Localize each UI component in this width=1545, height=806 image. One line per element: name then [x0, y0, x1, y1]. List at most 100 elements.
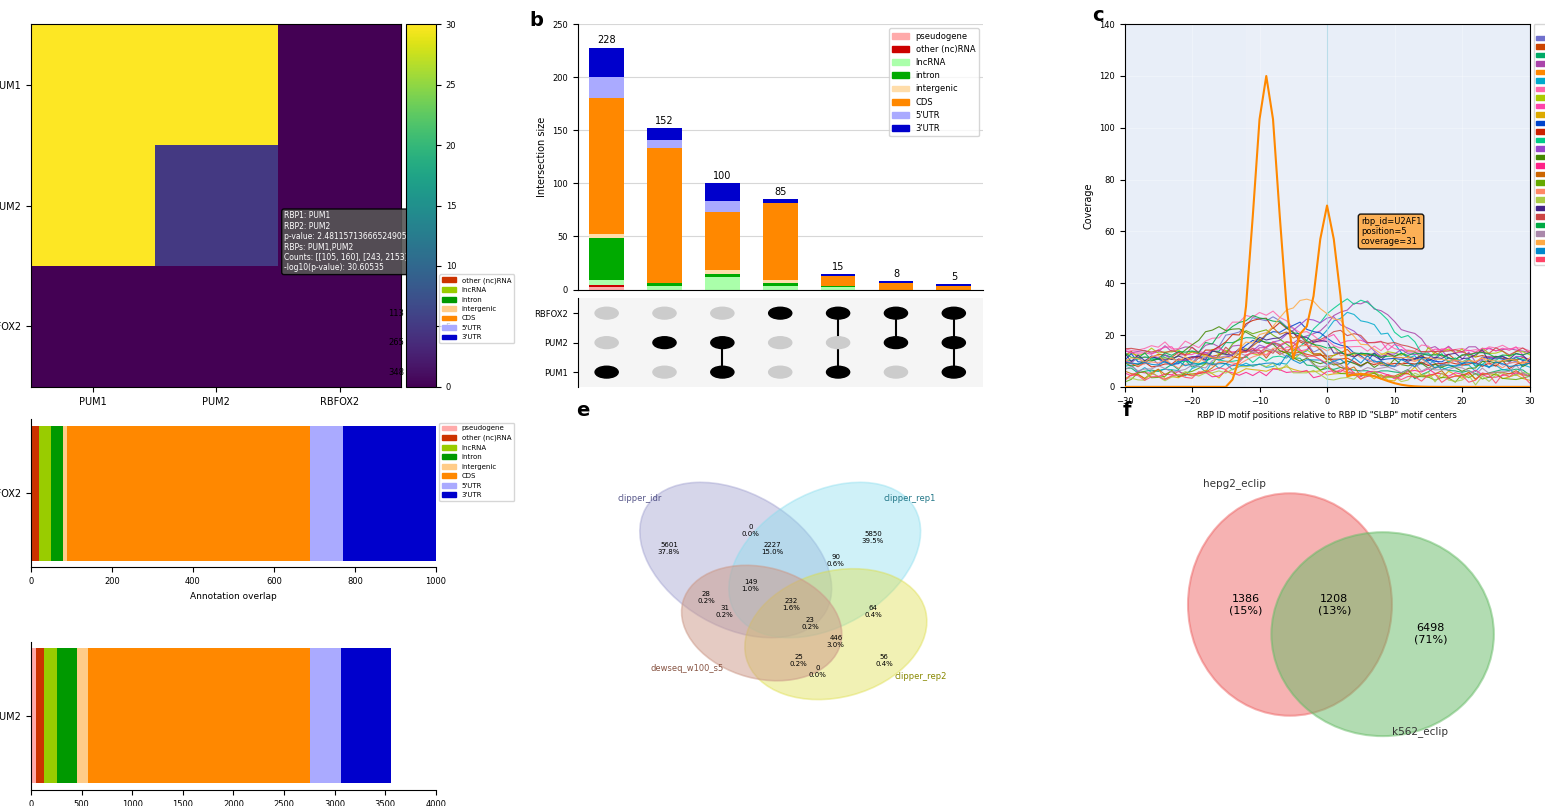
Bar [705, 184, 740, 202]
Bar [705, 274, 740, 276]
Ellipse shape [640, 482, 831, 638]
Bar [589, 235, 624, 238]
Bar [45, 648, 57, 783]
Ellipse shape [729, 482, 921, 638]
Circle shape [942, 337, 966, 348]
Bar [589, 288, 624, 289]
Bar [88, 648, 311, 783]
Bar [763, 202, 797, 280]
Bar [705, 202, 740, 212]
Circle shape [654, 337, 677, 348]
Bar [763, 280, 797, 283]
Bar [31, 648, 36, 783]
Bar [589, 238, 624, 280]
Text: 5850
39.5%: 5850 39.5% [862, 531, 884, 544]
Bar [36, 648, 45, 783]
Text: rbp_id=U2AF1
position=5
coverage=31: rbp_id=U2AF1 position=5 coverage=31 [1361, 217, 1421, 247]
Bar [311, 426, 343, 561]
Bar [343, 426, 436, 561]
Bar [77, 648, 88, 783]
Text: 1208
(13%): 1208 (13%) [1318, 594, 1352, 615]
Bar [647, 148, 681, 283]
Bar [820, 276, 856, 286]
Text: 5601
37.8%: 5601 37.8% [658, 542, 680, 555]
Legend: ACIN1, ACO1, ADAR, AGGF1, BOLL, BUD13, CPEB1, CPEB2, DDX3X, DDX24, DDX55, EIF3D,: ACIN1, ACO1, ADAR, AGGF1, BOLL, BUD13, C… [1534, 24, 1545, 264]
Text: 23
0.2%: 23 0.2% [800, 617, 819, 629]
Bar [647, 286, 681, 289]
Text: k562_eclip: k562_eclip [1392, 726, 1448, 737]
Bar [311, 648, 341, 783]
Bar [589, 285, 624, 288]
Text: 8: 8 [893, 269, 899, 279]
Bar [705, 271, 740, 274]
Text: 149
1.0%: 149 1.0% [742, 580, 760, 592]
Circle shape [942, 307, 966, 319]
Text: 1386
(15%): 1386 (15%) [1228, 594, 1262, 615]
Circle shape [711, 366, 734, 378]
Bar [936, 286, 972, 289]
Text: 5: 5 [950, 272, 956, 282]
Text: clipper_rep1: clipper_rep1 [884, 494, 936, 503]
Text: 446
3.0%: 446 3.0% [827, 635, 845, 648]
Circle shape [654, 307, 677, 319]
Bar [589, 280, 624, 285]
Bar [820, 274, 856, 276]
Circle shape [654, 366, 677, 378]
Circle shape [711, 307, 734, 319]
Bar [936, 285, 972, 286]
Ellipse shape [745, 569, 927, 700]
Legend: other (nc)RNA, lncRNA, intron, intergenic, CDS, 5'UTR, 3'UTR: other (nc)RNA, lncRNA, intron, intergeni… [439, 274, 514, 343]
Ellipse shape [681, 565, 842, 681]
Circle shape [827, 307, 850, 319]
Text: clipper_rep2: clipper_rep2 [895, 671, 947, 680]
Circle shape [827, 337, 850, 348]
Bar [763, 199, 797, 202]
Bar [763, 286, 797, 289]
Text: 265: 265 [388, 339, 405, 347]
Text: c: c [1092, 6, 1103, 25]
Text: 348: 348 [388, 368, 405, 376]
Circle shape [884, 337, 907, 348]
Bar [705, 276, 740, 289]
Circle shape [827, 366, 850, 378]
Text: 2227
15.0%: 2227 15.0% [762, 542, 783, 555]
Bar [879, 281, 913, 283]
X-axis label: Annotation overlap: Annotation overlap [190, 592, 277, 600]
Text: 100: 100 [714, 172, 731, 181]
Text: dewseq_w100_s5: dewseq_w100_s5 [650, 664, 725, 673]
Text: 113: 113 [388, 309, 405, 318]
Bar [647, 283, 681, 286]
Bar [589, 48, 624, 77]
Bar [1245, 24, 1327, 387]
Bar [51, 426, 63, 561]
Bar [820, 288, 856, 289]
Text: 0
0.0%: 0 0.0% [808, 665, 827, 678]
Text: 0
0.0%: 0 0.0% [742, 524, 760, 537]
Text: 28
0.2%: 28 0.2% [697, 591, 715, 604]
Text: 152: 152 [655, 116, 674, 126]
Bar [589, 77, 624, 98]
Text: 85: 85 [774, 187, 786, 197]
Text: 64
0.4%: 64 0.4% [864, 605, 882, 618]
Circle shape [595, 337, 618, 348]
Y-axis label: Coverage: Coverage [1083, 182, 1094, 229]
Circle shape [769, 366, 791, 378]
Legend: pseudogene, other (nc)RNA, lncRNA, intron, intergenic, CDS, 5'UTR, 3'UTR: pseudogene, other (nc)RNA, lncRNA, intro… [888, 28, 978, 136]
Circle shape [595, 366, 618, 378]
Circle shape [942, 366, 966, 378]
Bar [68, 426, 311, 561]
Bar [705, 212, 740, 271]
Text: 90
0.6%: 90 0.6% [827, 554, 845, 567]
Bar [820, 286, 856, 288]
Text: clipper_idr: clipper_idr [616, 494, 661, 503]
Circle shape [711, 337, 734, 348]
Text: 232
1.6%: 232 1.6% [782, 598, 800, 611]
Text: RBP1: PUM1
RBP2: PUM2
p-value: 2.48115713666524905e-31
RBPs: PUM1,PUM2
Counts: [: RBP1: PUM1 RBP2: PUM2 p-value: 2.4811571… [284, 211, 423, 272]
Bar [57, 648, 77, 783]
Text: 15: 15 [831, 261, 844, 272]
Text: hepg2_eclip: hepg2_eclip [1204, 478, 1265, 488]
Bar [589, 98, 624, 235]
Text: f: f [1123, 401, 1131, 420]
Text: 6498
(71%): 6498 (71%) [1414, 623, 1448, 645]
Bar [879, 283, 913, 289]
